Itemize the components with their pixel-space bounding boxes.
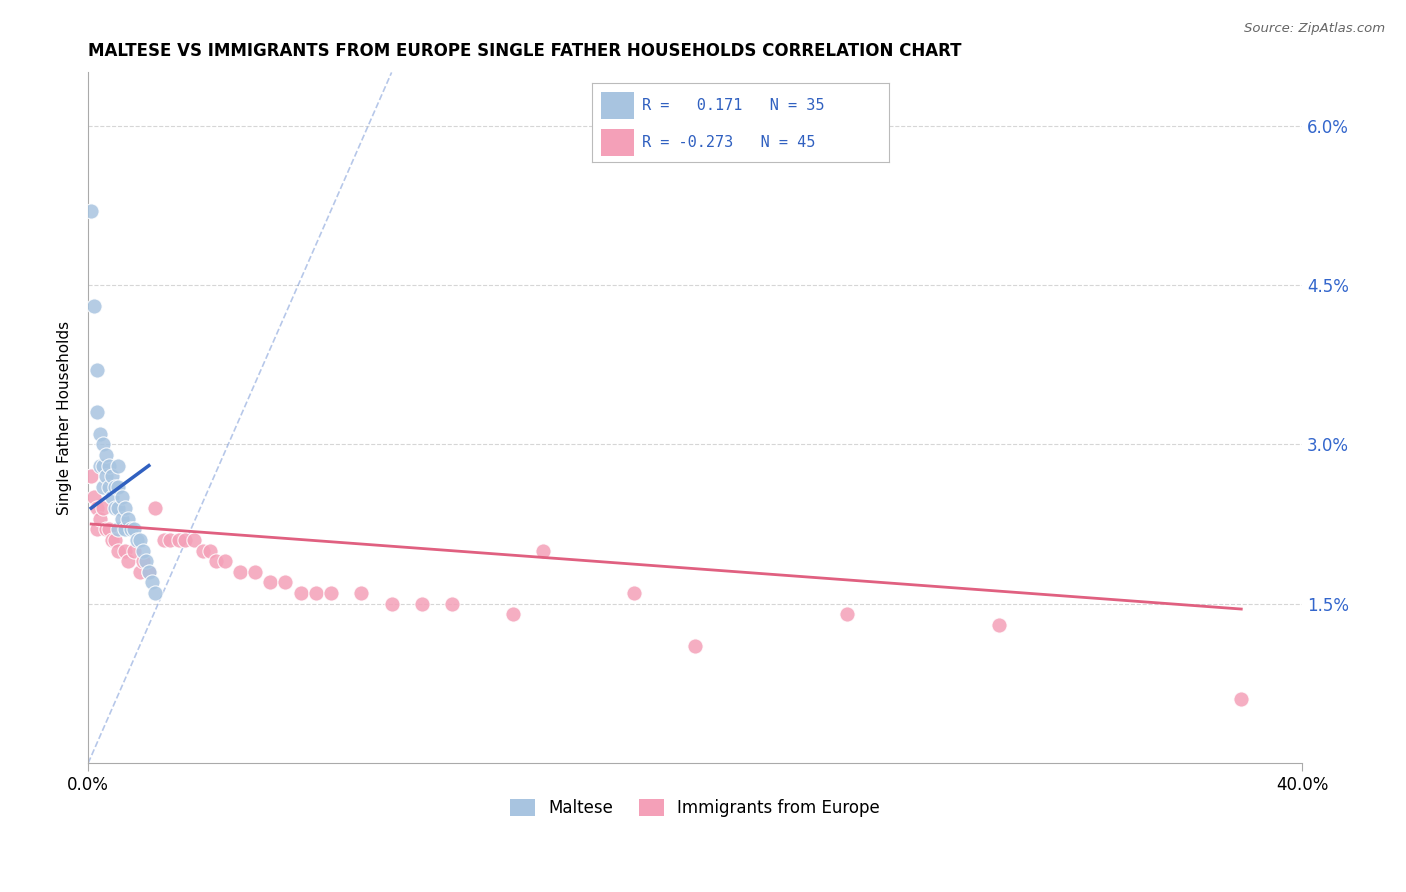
Point bbox=[98, 458, 121, 473]
Point bbox=[96, 469, 118, 483]
Legend: Maltese, Immigrants from Europe: Maltese, Immigrants from Europe bbox=[503, 792, 886, 824]
Text: MALTESE VS IMMIGRANTS FROM EUROPE SINGLE FATHER HOUSEHOLDS CORRELATION CHART: MALTESE VS IMMIGRANTS FROM EUROPE SINGLE… bbox=[89, 42, 962, 60]
Point bbox=[110, 512, 132, 526]
Point bbox=[198, 543, 221, 558]
Point bbox=[683, 639, 706, 653]
Point bbox=[117, 554, 139, 568]
Point bbox=[104, 501, 127, 516]
Point bbox=[101, 469, 124, 483]
Point bbox=[531, 543, 554, 558]
Point bbox=[153, 533, 176, 547]
Point bbox=[89, 458, 111, 473]
Point bbox=[104, 480, 127, 494]
Point bbox=[319, 586, 342, 600]
Point bbox=[987, 618, 1010, 632]
Point bbox=[107, 543, 129, 558]
Point bbox=[143, 586, 166, 600]
Point bbox=[98, 480, 121, 494]
Point bbox=[290, 586, 312, 600]
Point bbox=[1230, 692, 1253, 706]
Point bbox=[104, 533, 127, 547]
Point bbox=[96, 448, 118, 462]
Point bbox=[623, 586, 645, 600]
Point bbox=[91, 501, 114, 516]
Point bbox=[143, 501, 166, 516]
Point bbox=[411, 597, 433, 611]
Point bbox=[98, 522, 121, 536]
Point bbox=[835, 607, 858, 622]
Point bbox=[125, 533, 148, 547]
Point bbox=[183, 533, 205, 547]
Point bbox=[114, 543, 136, 558]
Point bbox=[80, 203, 103, 218]
Point bbox=[128, 565, 150, 579]
Point bbox=[117, 512, 139, 526]
Point bbox=[502, 607, 524, 622]
Point bbox=[305, 586, 328, 600]
Point bbox=[107, 522, 129, 536]
Point bbox=[86, 501, 108, 516]
Point bbox=[214, 554, 236, 568]
Point bbox=[101, 533, 124, 547]
Point bbox=[110, 491, 132, 505]
Point bbox=[83, 299, 105, 313]
Point bbox=[91, 437, 114, 451]
Point bbox=[274, 575, 297, 590]
Point bbox=[350, 586, 373, 600]
Point bbox=[229, 565, 252, 579]
Point bbox=[86, 522, 108, 536]
Point bbox=[122, 543, 145, 558]
Point bbox=[243, 565, 266, 579]
Point bbox=[89, 512, 111, 526]
Y-axis label: Single Father Households: Single Father Households bbox=[58, 321, 72, 515]
Point bbox=[204, 554, 226, 568]
Text: Source: ZipAtlas.com: Source: ZipAtlas.com bbox=[1244, 22, 1385, 36]
Point bbox=[138, 565, 160, 579]
Point bbox=[107, 501, 129, 516]
Point bbox=[114, 522, 136, 536]
Point bbox=[132, 543, 155, 558]
Point bbox=[114, 501, 136, 516]
Point bbox=[122, 522, 145, 536]
Point bbox=[101, 491, 124, 505]
Point bbox=[132, 554, 155, 568]
Point bbox=[138, 565, 160, 579]
Point bbox=[135, 554, 157, 568]
Point bbox=[128, 533, 150, 547]
Point bbox=[91, 458, 114, 473]
Point bbox=[91, 480, 114, 494]
Point bbox=[86, 405, 108, 419]
Point bbox=[141, 575, 163, 590]
Point bbox=[89, 426, 111, 441]
Point bbox=[193, 543, 215, 558]
Point bbox=[259, 575, 281, 590]
Point bbox=[167, 533, 190, 547]
Point bbox=[174, 533, 197, 547]
Point bbox=[83, 491, 105, 505]
Point bbox=[86, 363, 108, 377]
Point bbox=[96, 522, 118, 536]
Point bbox=[441, 597, 464, 611]
Point bbox=[107, 480, 129, 494]
Point bbox=[80, 469, 103, 483]
Point bbox=[120, 522, 142, 536]
Point bbox=[159, 533, 181, 547]
Point bbox=[107, 458, 129, 473]
Point bbox=[381, 597, 404, 611]
